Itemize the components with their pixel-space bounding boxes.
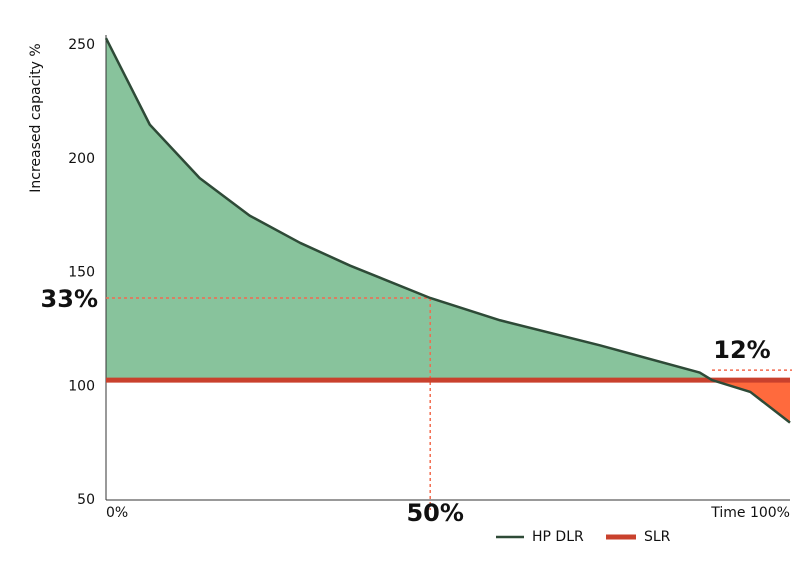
y-tick-label: 50 [77,492,95,508]
x-tick-label: 0% [106,505,128,521]
legend-label: SLR [644,529,671,545]
annotation: 33% [41,285,98,313]
annotation: 50% [406,499,463,527]
annotation: 12% [713,336,770,364]
y-tick-label: 250 [68,37,95,53]
y-tick-label: 200 [68,151,95,167]
legend-label: HP DLR [532,529,584,545]
y-tick-label: 150 [68,265,95,281]
x-tick-label: Time 100% [710,505,790,521]
y-tick-label: 100 [68,378,95,394]
dlr-line [104,37,791,424]
area-above [106,38,790,381]
y-axis-title: Increased capacity % [28,43,44,192]
